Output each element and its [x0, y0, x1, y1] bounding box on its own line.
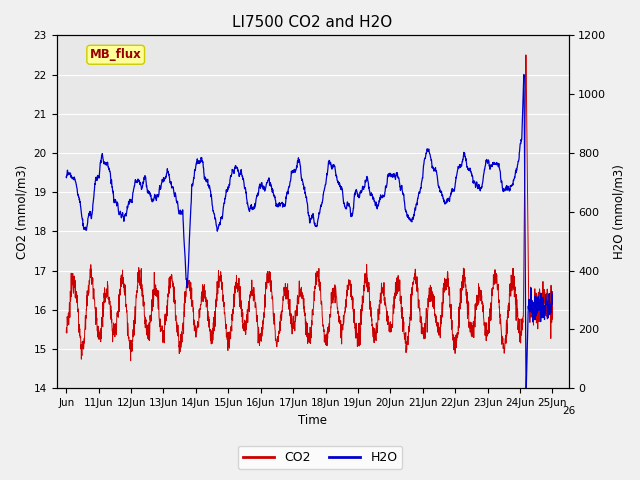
Y-axis label: CO2 (mmol/m3): CO2 (mmol/m3) — [15, 165, 28, 259]
Legend: CO2, H2O: CO2, H2O — [237, 446, 403, 469]
Text: 26: 26 — [562, 406, 575, 416]
Title: LI7500 CO2 and H2O: LI7500 CO2 and H2O — [232, 15, 393, 30]
Y-axis label: H2O (mmol/m3): H2O (mmol/m3) — [612, 164, 625, 259]
Text: MB_flux: MB_flux — [90, 48, 141, 61]
X-axis label: Time: Time — [298, 414, 327, 427]
